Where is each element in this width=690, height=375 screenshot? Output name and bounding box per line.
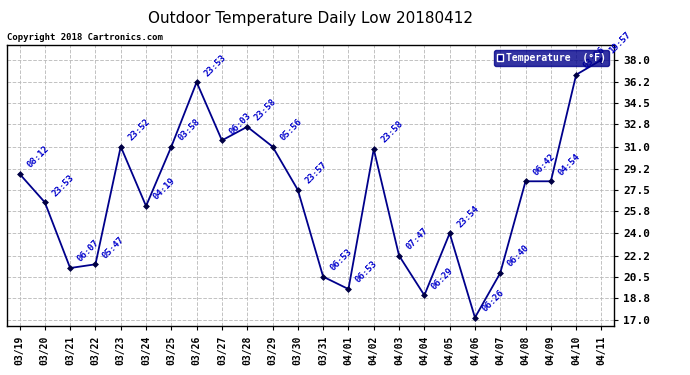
Text: 04:54: 04:54 <box>556 152 582 177</box>
Text: 23:53: 23:53 <box>50 173 76 198</box>
Text: 23:54: 23:54 <box>455 204 480 229</box>
Text: Copyright 2018 Cartronics.com: Copyright 2018 Cartronics.com <box>7 33 163 42</box>
Text: 23:57: 23:57 <box>304 160 328 186</box>
Text: 03:06: 03:06 <box>582 45 607 70</box>
Legend: Temperature  (°F): Temperature (°F) <box>494 50 609 66</box>
Text: Outdoor Temperature Daily Low 20180412: Outdoor Temperature Daily Low 20180412 <box>148 11 473 26</box>
Text: 04:19: 04:19 <box>152 177 177 202</box>
Text: 19:57: 19:57 <box>607 30 632 56</box>
Text: 08:12: 08:12 <box>25 144 50 170</box>
Text: 03:58: 03:58 <box>177 117 202 142</box>
Text: 06:40: 06:40 <box>506 243 531 269</box>
Text: 05:47: 05:47 <box>101 235 126 260</box>
Text: 23:52: 23:52 <box>126 117 152 142</box>
Text: 06:07: 06:07 <box>76 238 101 264</box>
Text: 06:53: 06:53 <box>354 260 380 285</box>
Text: 06:29: 06:29 <box>430 266 455 291</box>
Text: 05:56: 05:56 <box>278 117 304 142</box>
Text: 23:58: 23:58 <box>380 120 404 145</box>
Text: 06:26: 06:26 <box>480 288 506 314</box>
Text: 23:53: 23:53 <box>202 53 228 78</box>
Text: 06:53: 06:53 <box>328 247 354 273</box>
Text: 06:03: 06:03 <box>228 111 253 136</box>
Text: 07:47: 07:47 <box>404 226 430 252</box>
Text: 23:58: 23:58 <box>253 97 278 123</box>
Text: 06:42: 06:42 <box>531 152 556 177</box>
